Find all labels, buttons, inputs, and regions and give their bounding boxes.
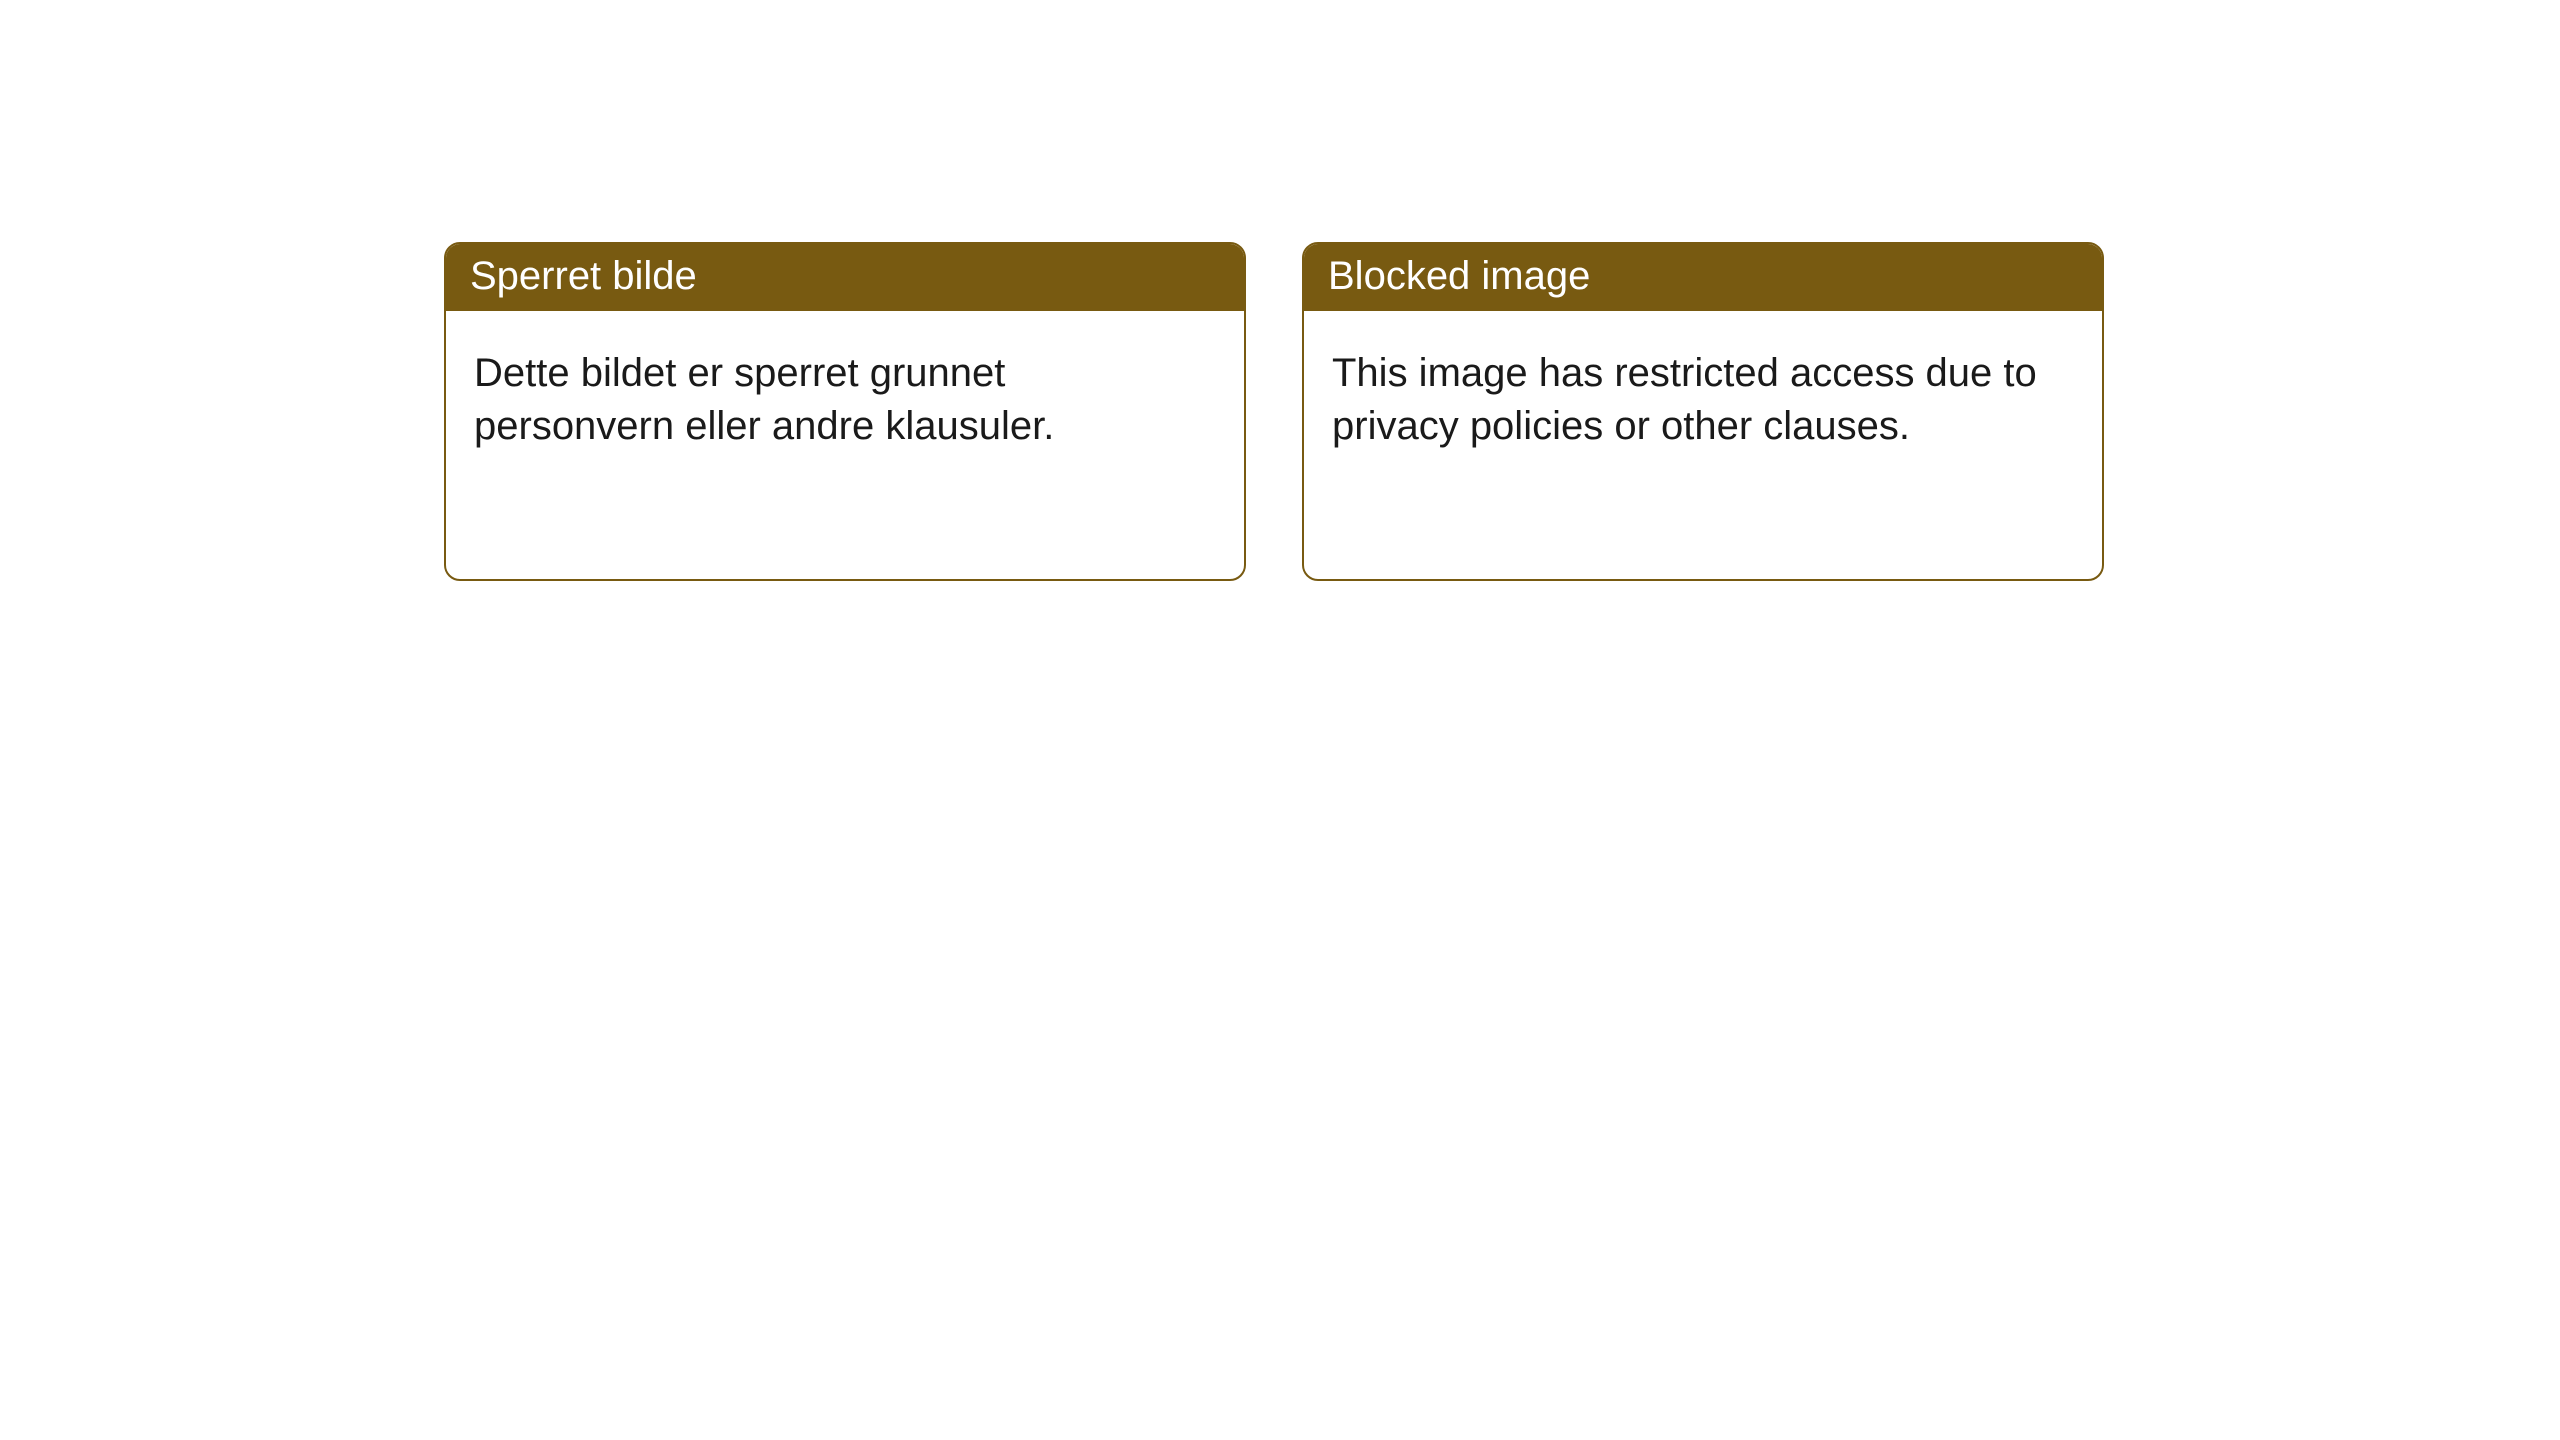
notice-title: Blocked image <box>1304 244 2102 311</box>
notice-body-text: This image has restricted access due to … <box>1304 311 2102 579</box>
notice-card-english: Blocked image This image has restricted … <box>1302 242 2104 581</box>
notice-title: Sperret bilde <box>446 244 1244 311</box>
notice-container: Sperret bilde Dette bildet er sperret gr… <box>0 0 2560 581</box>
notice-body-text: Dette bildet er sperret grunnet personve… <box>446 311 1244 579</box>
notice-card-norwegian: Sperret bilde Dette bildet er sperret gr… <box>444 242 1246 581</box>
